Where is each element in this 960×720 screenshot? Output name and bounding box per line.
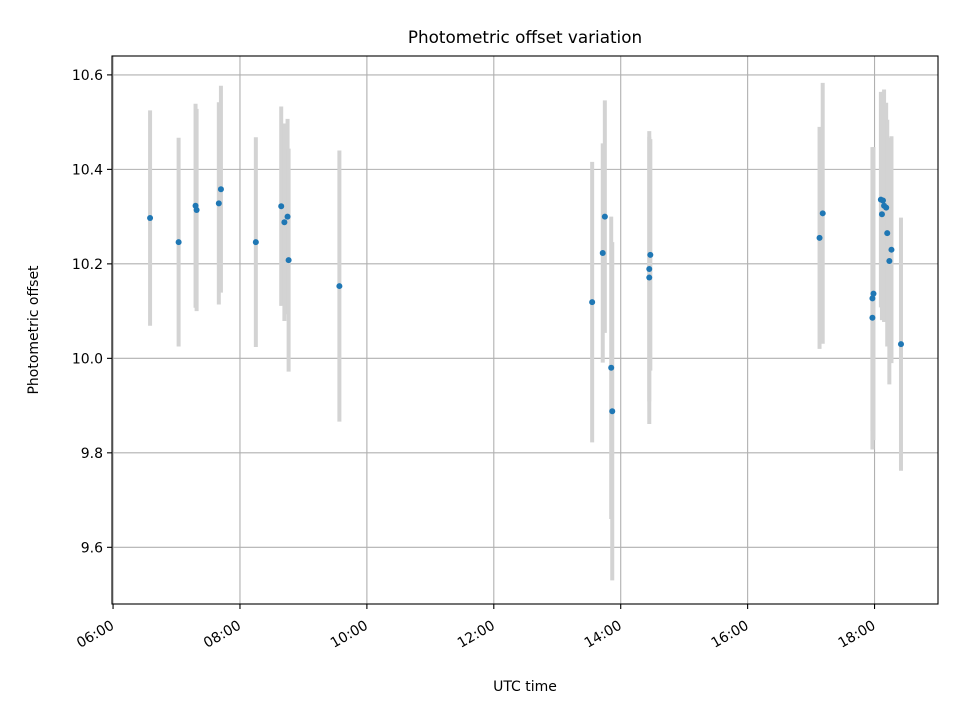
data-point <box>284 213 291 220</box>
data-point <box>869 295 876 302</box>
data-point <box>609 408 616 415</box>
y-tick-label: 10.6 <box>72 68 103 84</box>
data-point <box>147 215 154 222</box>
y-tick-label: 10.2 <box>72 257 103 273</box>
data-point <box>870 290 877 297</box>
data-point <box>215 200 222 207</box>
data-point <box>883 204 890 211</box>
y-tick-label: 10.0 <box>72 351 103 367</box>
data-point <box>878 211 885 218</box>
chart-title: Photometric offset variation <box>408 27 642 47</box>
data-point <box>816 234 823 241</box>
plot-area-frame <box>111 55 939 605</box>
y-axis-label: Photometric offset <box>26 265 42 395</box>
data-point <box>281 219 288 226</box>
y-tick-label: 9.6 <box>81 540 103 556</box>
data-point <box>897 341 904 348</box>
data-point <box>608 364 615 371</box>
data-point <box>646 274 653 281</box>
data-point <box>886 258 893 265</box>
data-points <box>147 186 904 415</box>
data-point <box>880 197 887 204</box>
data-point <box>601 213 608 220</box>
data-point <box>285 257 292 264</box>
data-point <box>193 207 200 214</box>
data-point <box>278 203 285 210</box>
data-point <box>599 249 606 256</box>
data-point <box>252 239 259 246</box>
data-point <box>647 251 654 258</box>
data-point <box>589 299 596 306</box>
data-point <box>646 266 653 273</box>
grid-lines <box>112 56 938 604</box>
data-point <box>884 230 891 237</box>
y-tick-label: 10.4 <box>72 162 103 178</box>
y-axis-ticks: 9.6 9.8 10.0 10.2 10.4 10.6 <box>72 68 112 556</box>
data-point <box>888 246 895 253</box>
y-tick-label: 9.8 <box>81 446 103 462</box>
data-point <box>217 186 224 193</box>
data-point <box>336 283 343 290</box>
data-point <box>175 239 182 246</box>
x-axis-label: UTC time <box>493 679 557 695</box>
data-point <box>819 210 826 217</box>
data-point <box>869 314 876 321</box>
